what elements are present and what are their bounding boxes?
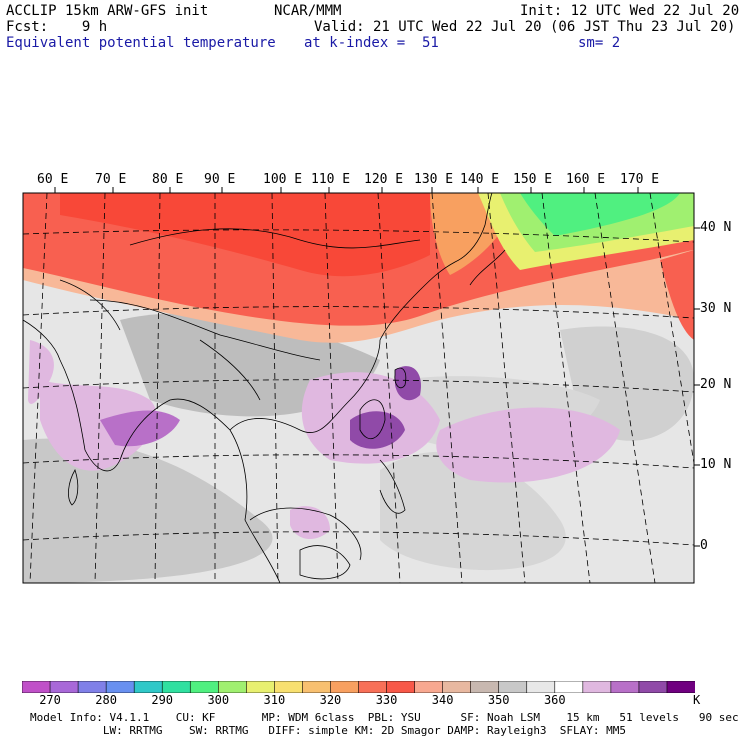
grey-patch-pacific <box>560 326 694 441</box>
model-title: ACCLIP 15km ARW-GFS init <box>6 3 209 19</box>
longitude-label: 60 E <box>37 172 69 187</box>
longitude-label: 90 E <box>204 172 236 187</box>
colorbar <box>22 681 695 693</box>
longitude-label: 80 E <box>152 172 184 187</box>
purple-borneo <box>290 506 330 540</box>
model-info-line1: Model Info: V4.1.1 CU: KF MP: WDM 6class… <box>30 711 739 724</box>
colorbar-label: 340 <box>431 693 454 707</box>
institution: NCAR/MMM <box>274 3 342 19</box>
latitude-label: 30 N <box>700 301 732 316</box>
colorbar-swatch <box>133 681 164 693</box>
colorbar-label: 270 <box>39 693 61 707</box>
latitude-label: 20 N <box>700 377 732 392</box>
field-name: Equivalent potential temperature <box>6 35 276 51</box>
longitude-label: 110 E <box>311 172 351 187</box>
colorbar-swatch <box>666 681 695 693</box>
green-zone <box>520 193 680 236</box>
colorbar-swatch <box>189 681 220 693</box>
colorbar-swatch <box>217 681 248 693</box>
colorbar-swatch <box>330 681 360 693</box>
colorbar-label: 350 <box>487 693 510 707</box>
level-index: at k-index = 51 <box>304 35 439 51</box>
grey-patch-sw <box>23 438 273 583</box>
init-time: Init: 12 UTC Wed 22 Jul 20 <box>520 3 740 19</box>
colorbar-label: 360 <box>543 693 566 707</box>
colorbar-unit: K <box>693 693 701 707</box>
colorbar-swatch <box>414 681 444 693</box>
colorbar-swatch <box>470 681 500 693</box>
colorbar-label: 290 <box>151 693 174 707</box>
colorbar-swatch <box>498 681 528 693</box>
longitude-label: 170 E <box>620 172 660 187</box>
colorbar-label: 300 <box>207 693 230 707</box>
latitude-label: 0 <box>700 538 708 553</box>
colorbar-label: 320 <box>319 693 342 707</box>
longitude-label: 70 E <box>95 172 127 187</box>
purple-pacific <box>436 407 620 483</box>
colorbar-swatch <box>526 681 556 693</box>
colorbar-label: 330 <box>375 693 398 707</box>
colorbar-swatch <box>49 681 79 693</box>
map-frame <box>22 192 695 584</box>
purple-arabia <box>28 340 54 404</box>
purple-taiwan-core <box>395 366 421 401</box>
latitude-label: 40 N <box>700 220 732 235</box>
purple-india <box>40 380 157 471</box>
colorbar-swatch <box>358 681 388 693</box>
colorbar-swatch <box>582 681 612 693</box>
latitude-label: 10 N <box>700 457 732 472</box>
smoothing-value: sm= 2 <box>578 35 621 51</box>
colorbar-swatch <box>105 681 135 693</box>
colorbar-swatch <box>638 681 668 693</box>
model-info-line2: LW: RRTMG SW: RRTMG DIFF: simple KM: 2D … <box>30 724 627 737</box>
colorbar-swatch <box>442 681 472 693</box>
purple-india-core <box>100 410 180 447</box>
colorbar-swatch <box>77 681 107 693</box>
colorbar-swatch <box>246 681 276 693</box>
longitude-label: 120 E <box>364 172 404 187</box>
colorbar-label: 310 <box>263 693 286 707</box>
longitude-label: 100 E <box>263 172 303 187</box>
colorbar-swatch <box>610 681 640 693</box>
longitude-label: 150 E <box>513 172 553 187</box>
valid-time: Valid: 21 UTC Wed 22 Jul 20 (06 JST Thu … <box>314 19 736 35</box>
longitude-label: 130 E <box>414 172 454 187</box>
coastlines <box>23 193 506 583</box>
graticule <box>23 193 694 583</box>
colorbar-swatch <box>274 681 304 693</box>
deep-red-zone <box>60 193 430 277</box>
colorbar-swatch <box>302 681 332 693</box>
colorbar-swatch <box>161 681 192 693</box>
colorbar-swatch <box>554 681 584 693</box>
colorbar-label: 280 <box>95 693 117 707</box>
colorbar-swatch <box>386 681 416 693</box>
longitude-label: 160 E <box>566 172 606 187</box>
forecast-hour: Fcst: 9 h <box>6 19 108 35</box>
longitude-label: 140 E <box>460 172 500 187</box>
purple-scs-core <box>350 411 405 449</box>
colorbar-swatch <box>22 681 51 693</box>
